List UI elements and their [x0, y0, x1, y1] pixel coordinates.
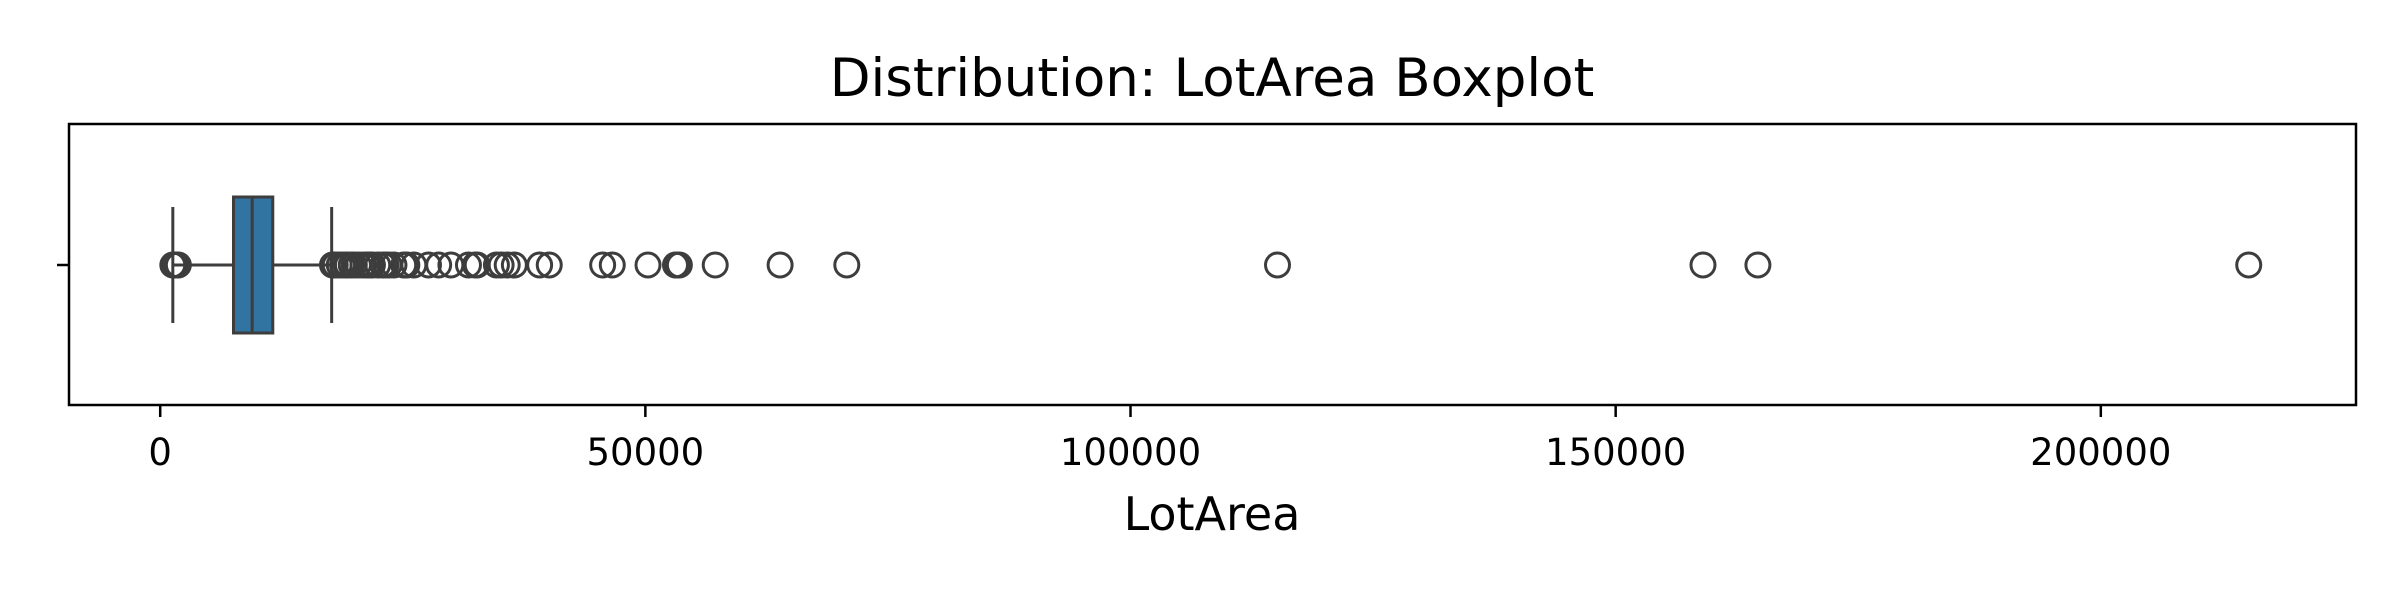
- outlier-point: [2235, 251, 2263, 279]
- x-tick-label: 150000: [1545, 431, 1686, 474]
- outlier-point: [701, 251, 729, 279]
- plot-area-frame: [67, 122, 2358, 407]
- outlier-point: [454, 251, 482, 279]
- x-tick-label: 0: [148, 431, 172, 474]
- outlier-point: [665, 251, 693, 279]
- outlier-point: [380, 251, 408, 279]
- x-axis-ticks: 0 50000 100000 150000 200000: [148, 405, 2171, 474]
- outlier-point: [833, 251, 861, 279]
- outlier-points: [159, 251, 2263, 279]
- outlier-point: [526, 251, 554, 279]
- outlier-point: [766, 251, 794, 279]
- outlier-point: [393, 251, 421, 279]
- outlier-point: [414, 251, 442, 279]
- boxplot-group: [171, 195, 334, 335]
- outlier-point: [634, 251, 662, 279]
- outlier-point: [164, 251, 192, 279]
- x-tick-label: 50000: [587, 431, 705, 474]
- chart-title: Distribution: LotArea Boxplot: [830, 48, 1595, 109]
- outlier-point: [1264, 251, 1292, 279]
- outlier-point: [598, 251, 626, 279]
- x-tick-label: 200000: [2030, 431, 2171, 474]
- x-tick-label: 100000: [1060, 431, 1201, 474]
- outlier-point: [535, 251, 563, 279]
- outlier-point: [493, 251, 521, 279]
- x-axis-label: LotArea: [1124, 487, 1301, 541]
- outlier-point: [425, 251, 453, 279]
- outlier-point: [1689, 251, 1717, 279]
- outlier-point: [1744, 251, 1772, 279]
- outlier-point: [589, 251, 617, 279]
